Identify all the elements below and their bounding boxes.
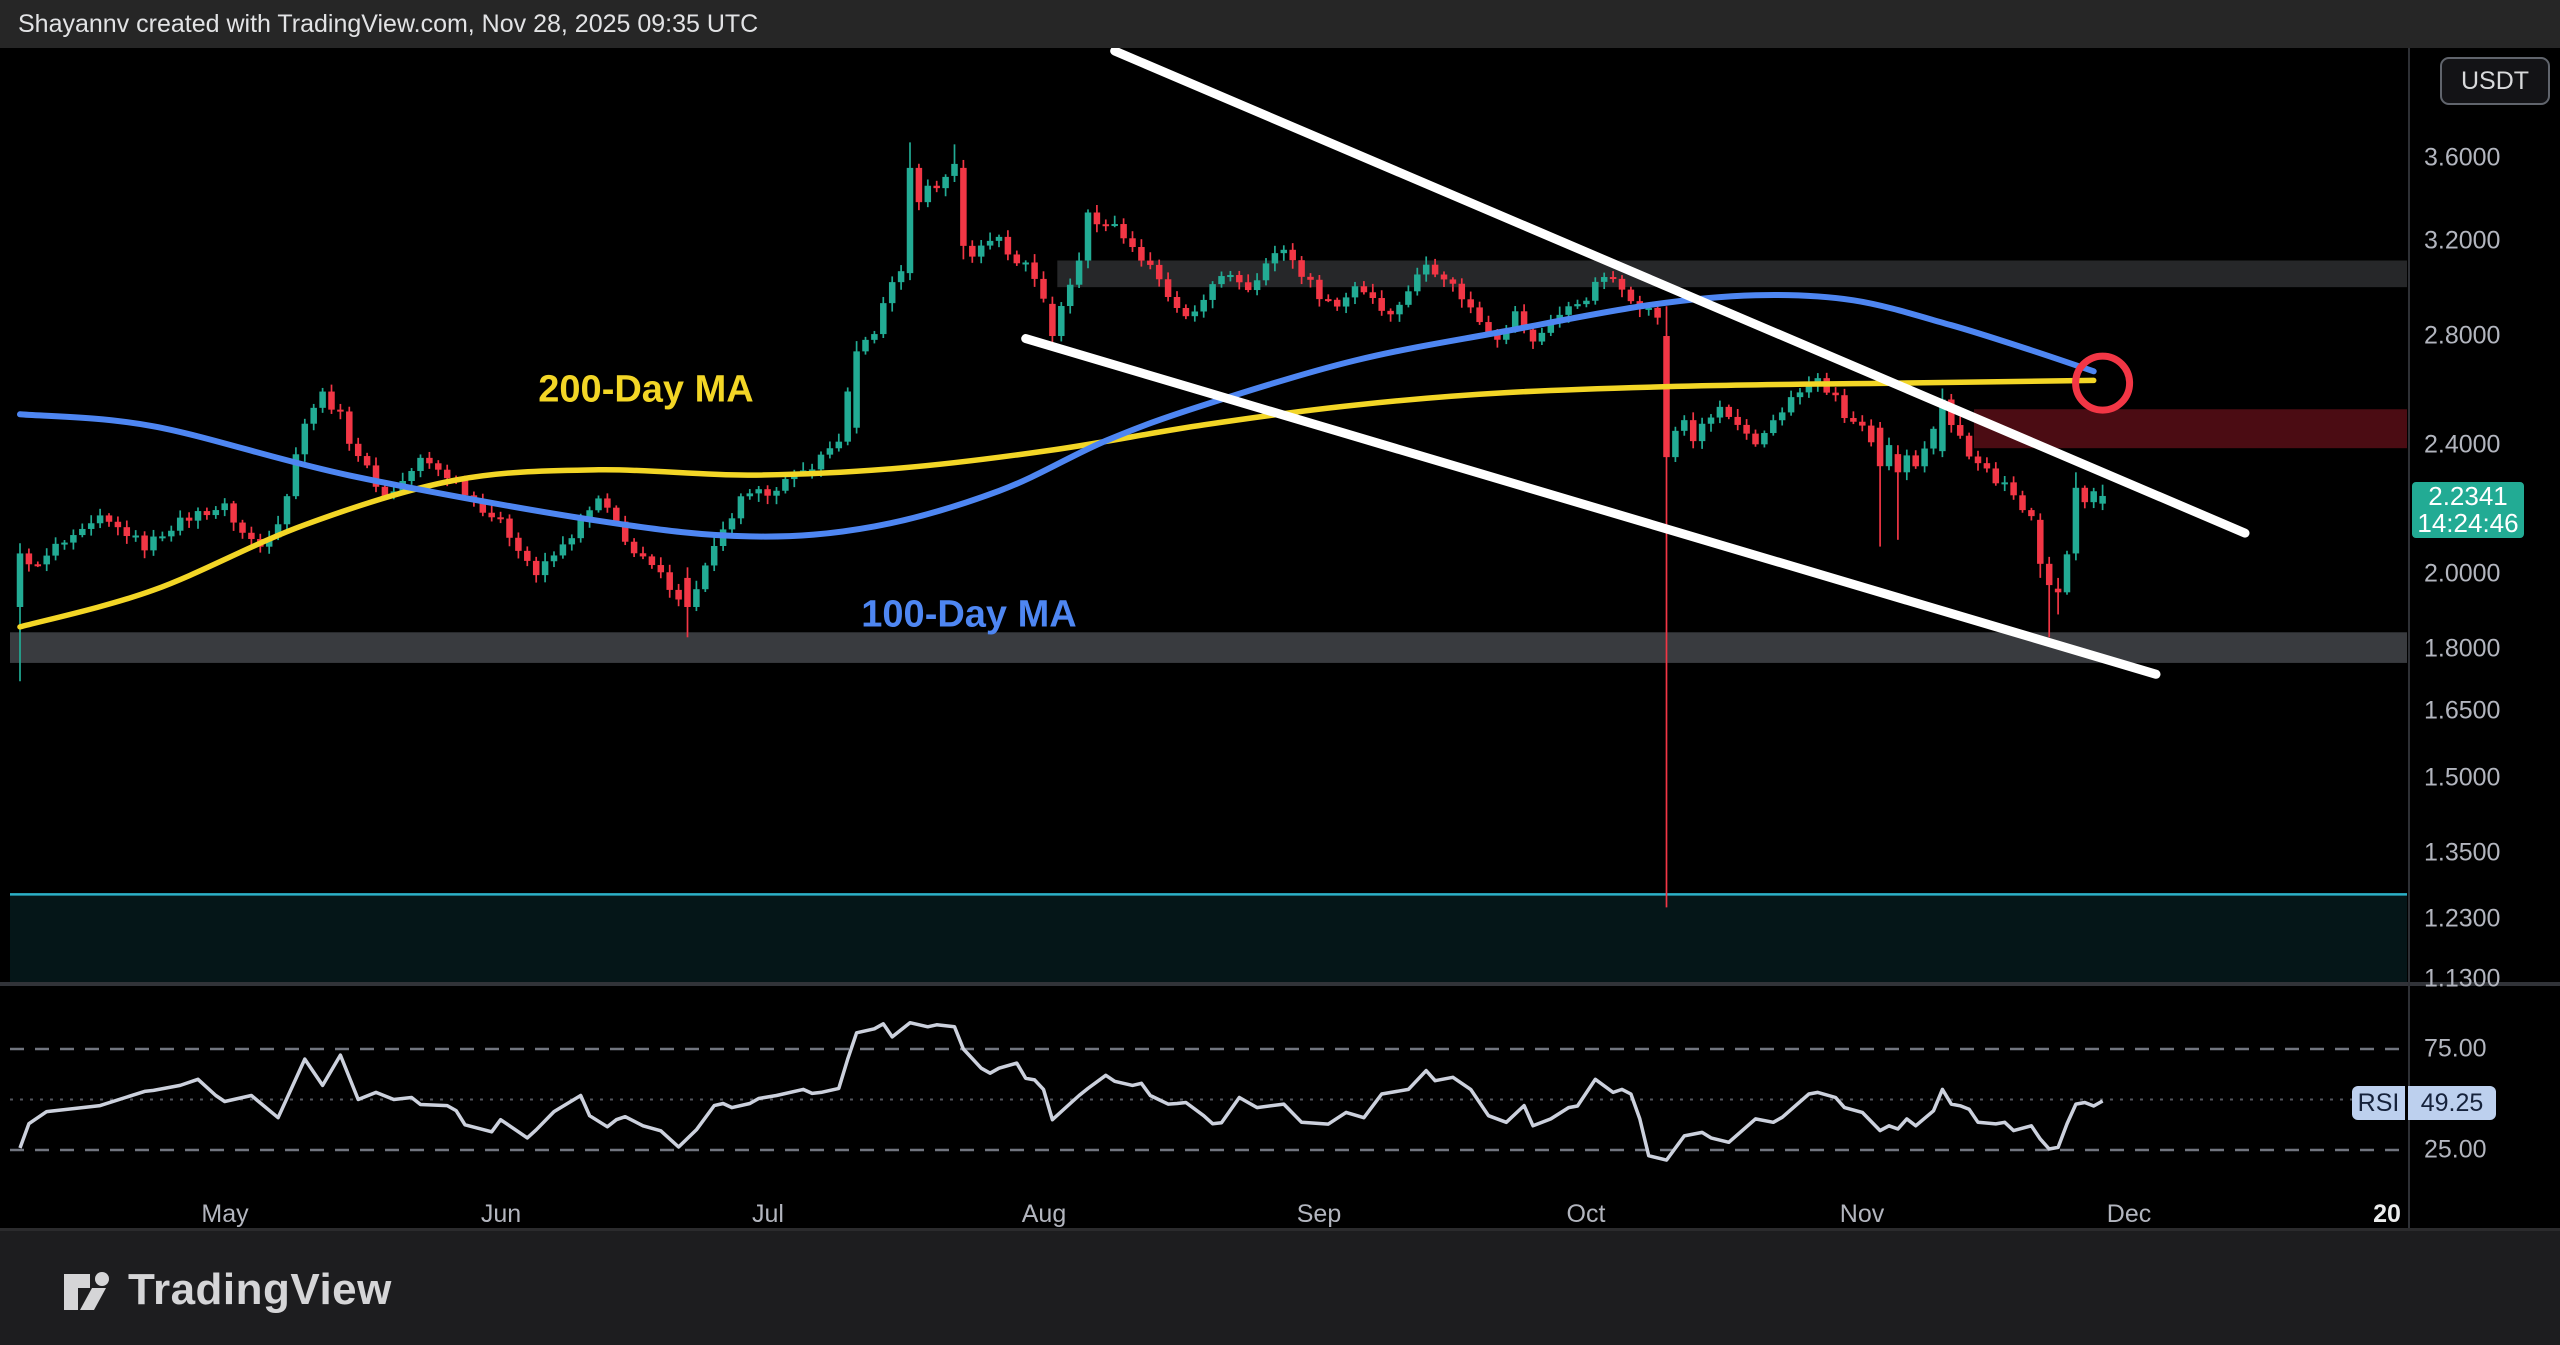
attribution-text: Shayannv created with TradingView.com, N… (18, 10, 759, 38)
last-price: 2.2341 (2428, 481, 2508, 511)
currency-label: USDT (2460, 66, 2530, 95)
time-tick-jun: Jun (480, 1200, 522, 1228)
demand-zone (10, 894, 2407, 984)
time-tick-may: May (201, 1200, 249, 1228)
time-tick-nov: Nov (1839, 1200, 1885, 1228)
price-tick: 1.5000 (2424, 763, 2501, 792)
trendline-2 (1021, 334, 2161, 679)
rsi-tick: 25.00 (2424, 1135, 2487, 1164)
resistance-zone (1057, 260, 2407, 288)
last-price-badge: 2.2341 14:24:46 (2412, 482, 2524, 538)
support-zone (10, 632, 2407, 663)
ma200-line (17, 377, 2097, 630)
price-tick: 2.0000 (2424, 559, 2501, 588)
title-bar: Shayannv created with TradingView.com, N… (0, 0, 2560, 48)
price-tick: 1.2300 (2424, 904, 2501, 933)
price-tick: 3.2000 (2424, 226, 2501, 255)
rsi-label: RSI (2352, 1086, 2405, 1120)
price-tick: 2.8000 (2424, 321, 2501, 350)
tradingview-brand-text[interactable]: TradingView (128, 1265, 392, 1314)
time-tick-jul: Jul (752, 1200, 784, 1228)
tradingview-logo-icon[interactable] (62, 1266, 114, 1318)
price-tick: 1.8000 (2424, 634, 2501, 663)
rsi-value: 49.25 (2408, 1086, 2496, 1120)
price-tick: 1.6500 (2424, 696, 2501, 725)
price-tick: 3.6000 (2424, 143, 2501, 172)
bar-countdown: 14:24:46 (2417, 508, 2519, 538)
price-tick: 1.1300 (2424, 964, 2501, 993)
rsi-line (18, 1020, 2104, 1162)
candlesticks (16, 142, 2106, 908)
currency-toggle-button[interactable]: USDT (2440, 57, 2550, 105)
rsi-tick: 75.00 (2424, 1034, 2487, 1063)
rsi-value-badge: RSI 49.25 (2352, 1086, 2496, 1120)
time-tick-sep: Sep (1296, 1200, 1342, 1228)
time-tick-20: 20 (2373, 1200, 2401, 1228)
time-tick-oct: Oct (1566, 1200, 1606, 1228)
trendline-1 (1110, 48, 2250, 538)
time-tick-aug: Aug (1021, 1200, 1067, 1228)
death-cross-circle (2072, 352, 2134, 414)
ma100-label: 100-Day MA (861, 593, 1077, 636)
price-tick: 1.3500 (2424, 838, 2501, 867)
ma200-label: 200-Day MA (538, 368, 754, 411)
footer-bar (0, 1231, 2560, 1345)
time-tick-dec: Dec (2106, 1200, 2152, 1228)
supply-zone (1974, 409, 2407, 449)
ma100-line (17, 291, 2097, 540)
price-tick: 2.4000 (2424, 430, 2501, 459)
